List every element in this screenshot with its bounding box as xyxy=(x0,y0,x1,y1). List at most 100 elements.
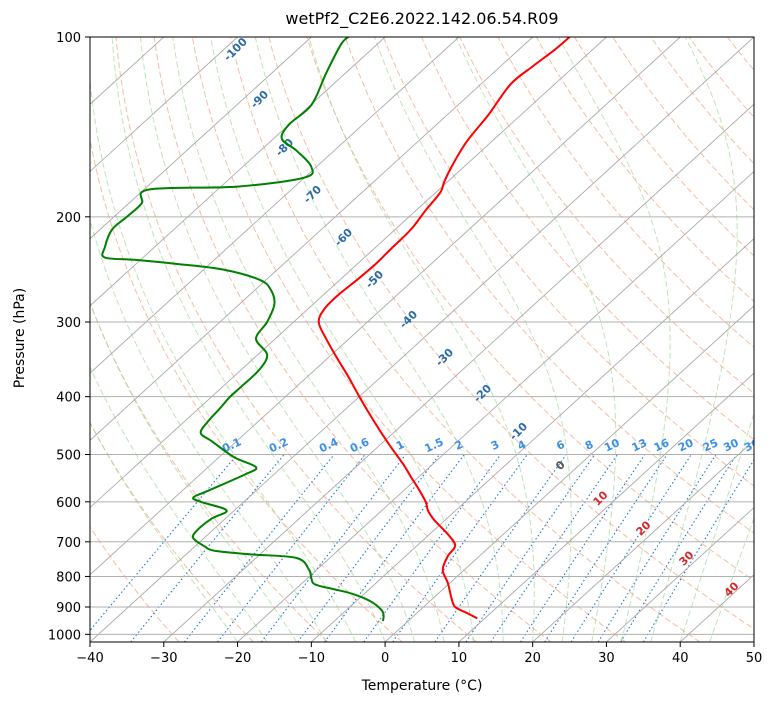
moist-adiabat-line xyxy=(308,37,535,642)
moist-adiabat-line xyxy=(650,37,738,642)
moist-adiabat-label: -20 xyxy=(471,382,494,405)
x-tick-label: 20 xyxy=(524,651,541,666)
y-tick-label: 1000 xyxy=(48,628,81,643)
mixing-ratio-label: 36 xyxy=(742,436,762,454)
dry-adiabat-line xyxy=(497,37,754,348)
y-tick-label: 800 xyxy=(56,570,81,585)
mixing-ratio-line xyxy=(490,454,618,642)
mixing-ratio-line xyxy=(392,454,528,642)
x-tick-label: −10 xyxy=(298,651,325,666)
mixing-ratio-line xyxy=(434,454,567,642)
y-tick-label: 300 xyxy=(56,316,81,331)
y-tick-label: 900 xyxy=(56,601,81,616)
mixing-ratio-label: 10 xyxy=(602,436,622,454)
y-tick-label: 100 xyxy=(56,31,81,46)
dry-adiabat-line xyxy=(153,37,552,642)
dry-adiabat-line xyxy=(382,37,754,487)
mixing-ratio-label: 8 xyxy=(583,438,595,453)
isotherm-line xyxy=(90,37,312,240)
moist-adiabat-label: -40 xyxy=(397,308,420,331)
moist-adiabat-line xyxy=(90,218,327,642)
x-tick-label: 10 xyxy=(451,651,468,666)
dry-adiabat-label: 40 xyxy=(722,579,742,599)
isotherm-line xyxy=(90,37,165,105)
moist-adiabat-line xyxy=(111,37,386,642)
dry-adiabat-line xyxy=(535,37,754,303)
isotherm-line xyxy=(90,37,681,576)
dry-adiabat-line xyxy=(344,37,754,534)
y-tick-label: 400 xyxy=(56,391,81,406)
isotherm-line xyxy=(384,305,754,642)
moist-adiabat-line xyxy=(90,300,298,642)
y-tick-label: 200 xyxy=(56,211,81,226)
mixing-ratio-line xyxy=(520,454,646,642)
moist-adiabat-line xyxy=(558,37,671,642)
isotherm-line xyxy=(458,372,754,642)
mixing-ratio-line xyxy=(570,454,692,642)
dry-adiabat-line xyxy=(115,37,477,642)
mixing-ratio-line xyxy=(642,458,754,642)
y-tick-label: 700 xyxy=(56,536,81,551)
x-tick-label: 50 xyxy=(746,651,763,666)
x-tick-label: 0 xyxy=(381,651,389,666)
isotherm-line xyxy=(753,641,754,642)
plot-area: -100-90-80-70-60-50-40-30-20-100.1 0.2 0.4… xyxy=(0,37,775,642)
dry-adiabat-line xyxy=(726,37,754,72)
mixing-ratio-label: 3 xyxy=(489,438,501,453)
isotherm-line xyxy=(90,37,607,509)
isotherm-line xyxy=(90,37,460,374)
dry-adiabat-line xyxy=(90,421,254,642)
isotherm-line xyxy=(90,37,533,441)
isotherm-line xyxy=(606,506,754,642)
mixing-ratio-line xyxy=(597,454,717,642)
mixing-ratio-line xyxy=(297,454,440,642)
plot-frame xyxy=(89,36,755,643)
mixing-ratio-label: 4 xyxy=(516,438,529,453)
mixing-ratio-label: 20 xyxy=(676,436,696,454)
isotherm-line xyxy=(532,439,754,642)
y-tick-label: 500 xyxy=(56,449,81,464)
moist-adiabat-line xyxy=(679,411,754,642)
x-axis-label: Temperature (°C) xyxy=(361,678,483,694)
isotherm-line xyxy=(237,170,754,642)
dewpoint-profile-line xyxy=(101,37,385,622)
mixing-ratio-label: 16 xyxy=(652,436,672,454)
moist-adiabat-line xyxy=(90,366,268,642)
mixing-ratio-label: 0.4 xyxy=(317,435,340,455)
moist-adiabat-line xyxy=(140,37,416,642)
moist-adiabat-line xyxy=(90,75,357,642)
isotherm-line xyxy=(0,37,16,642)
moist-adiabat-label: -30 xyxy=(433,346,456,369)
mixing-ratio-line xyxy=(260,454,407,642)
dry-adiabat-line xyxy=(230,37,701,642)
x-tick-label: −40 xyxy=(76,651,103,666)
y-tick-label: 600 xyxy=(56,496,81,511)
dry-adiabat-label: 20 xyxy=(634,518,654,538)
dry-adiabat-line xyxy=(268,37,754,630)
dry-adiabat-label: 10 xyxy=(591,488,611,508)
moist-adiabat-line xyxy=(90,421,239,642)
temperature-profile-line xyxy=(317,37,571,620)
mixing-ratio-line xyxy=(465,454,596,642)
mixing-ratio-label: 1.5 xyxy=(422,435,445,455)
dry-adiabat-line xyxy=(90,526,180,642)
x-tick-label: 30 xyxy=(598,651,615,666)
x-tick-label: −30 xyxy=(150,651,177,666)
dry-adiabat-line xyxy=(421,37,754,441)
isotherm-line xyxy=(311,238,754,642)
mixing-ratio-label: 30 xyxy=(721,436,741,454)
moist-adiabat-line xyxy=(455,37,617,642)
x-tick-label: 40 xyxy=(672,651,689,666)
mixing-ratio-line xyxy=(217,454,366,642)
dry-adiabat-label: 0 xyxy=(553,458,568,473)
mixing-ratio-label: 0.2 xyxy=(267,435,290,455)
dry-adiabat-line xyxy=(191,37,626,642)
moist-adiabat-label: -60 xyxy=(332,226,355,249)
dry-adiabat-line xyxy=(90,302,329,642)
dry-adiabat-line xyxy=(766,37,775,642)
mixing-ratio-label: 1 xyxy=(394,438,406,453)
mixing-ratio-label: 13 xyxy=(630,436,649,454)
isotherm-line xyxy=(90,37,386,307)
